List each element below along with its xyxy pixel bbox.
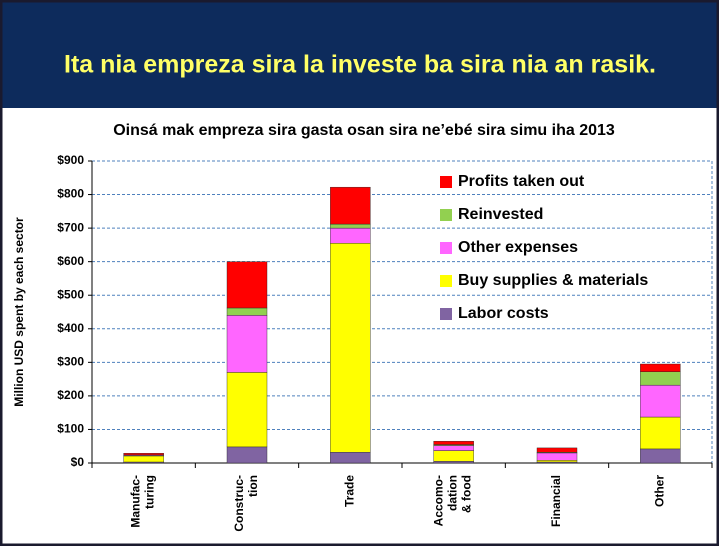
bar-segment <box>330 223 371 229</box>
y-tick-label: $100 <box>57 422 84 436</box>
bar-segment <box>433 450 474 462</box>
x-tick-label-line: Financial <box>549 475 563 527</box>
bar-segment <box>330 243 371 453</box>
x-tick-label-line: Trade <box>343 475 357 507</box>
x-tick-label-line: Construc- <box>232 475 246 532</box>
header-band <box>0 0 719 108</box>
bar-segment <box>433 440 474 445</box>
y-tick-label: $300 <box>57 355 84 369</box>
bar-segment <box>640 371 681 386</box>
legend-swatch <box>440 242 452 254</box>
y-tick-label: $600 <box>57 254 84 268</box>
bar-segment <box>640 448 681 464</box>
bar-segment <box>330 227 371 244</box>
bar-segment <box>640 384 681 418</box>
legend-swatch <box>440 209 452 221</box>
bar-segment <box>433 461 474 464</box>
x-tick-label: Construc-tion <box>232 475 260 532</box>
bar-segment <box>123 455 164 463</box>
bar-segment <box>330 452 371 464</box>
bar-segment <box>330 186 371 225</box>
bar-segment <box>536 460 578 463</box>
legend-swatch <box>440 275 452 287</box>
x-tick-label-line: tion <box>246 475 260 497</box>
x-tick-label-line: & food <box>460 475 474 513</box>
x-tick-label: Manufac-turing <box>129 475 157 528</box>
y-axis-label: Million USD spent by each sector <box>12 217 26 407</box>
x-tick-label-line: turing <box>143 475 157 509</box>
x-tick-label-line: Other <box>653 475 667 507</box>
x-tick-label: Other <box>653 475 667 507</box>
x-tick-label-line: dation <box>446 475 460 511</box>
bar-segment <box>226 307 268 316</box>
chart-title: Oinsá mak empreza sira gasta osan sira n… <box>113 122 615 139</box>
x-tick-label: Accomo-dation& food <box>432 475 474 526</box>
legend-label: Other expenses <box>458 239 578 256</box>
legend-label: Reinvested <box>458 206 543 223</box>
y-tick-label: $400 <box>57 321 84 335</box>
bar-segment <box>433 445 474 451</box>
bar-segment <box>536 452 578 461</box>
x-tick-label: Trade <box>343 475 357 507</box>
y-tick-label: $900 <box>57 153 84 167</box>
y-tick-label: $0 <box>71 455 85 469</box>
y-tick-label: $800 <box>57 187 84 201</box>
legend-label: Buy supplies & materials <box>458 272 648 289</box>
bar-segment <box>640 363 681 372</box>
legend-swatch <box>440 176 452 188</box>
x-tick-label-line: Manufac- <box>129 475 143 528</box>
bar-segment <box>640 416 681 450</box>
x-tick-label: Financial <box>549 475 563 527</box>
bar-segment <box>226 261 268 309</box>
bar-segment <box>536 447 578 453</box>
bar-segment <box>226 446 268 464</box>
legend-label: Labor costs <box>458 305 549 322</box>
slide-title: Ita nia empreza sira la investe ba sira … <box>64 51 656 79</box>
y-tick-label: $200 <box>57 388 84 402</box>
legend-swatch <box>440 308 452 320</box>
bar-segment <box>123 453 164 456</box>
bar-segment <box>226 372 268 448</box>
y-tick-label: $700 <box>57 220 84 234</box>
y-tick-label: $500 <box>57 287 84 301</box>
bar-segment <box>226 315 268 373</box>
legend-label: Profits taken out <box>458 173 585 190</box>
x-tick-label-line: Accomo- <box>432 475 446 526</box>
